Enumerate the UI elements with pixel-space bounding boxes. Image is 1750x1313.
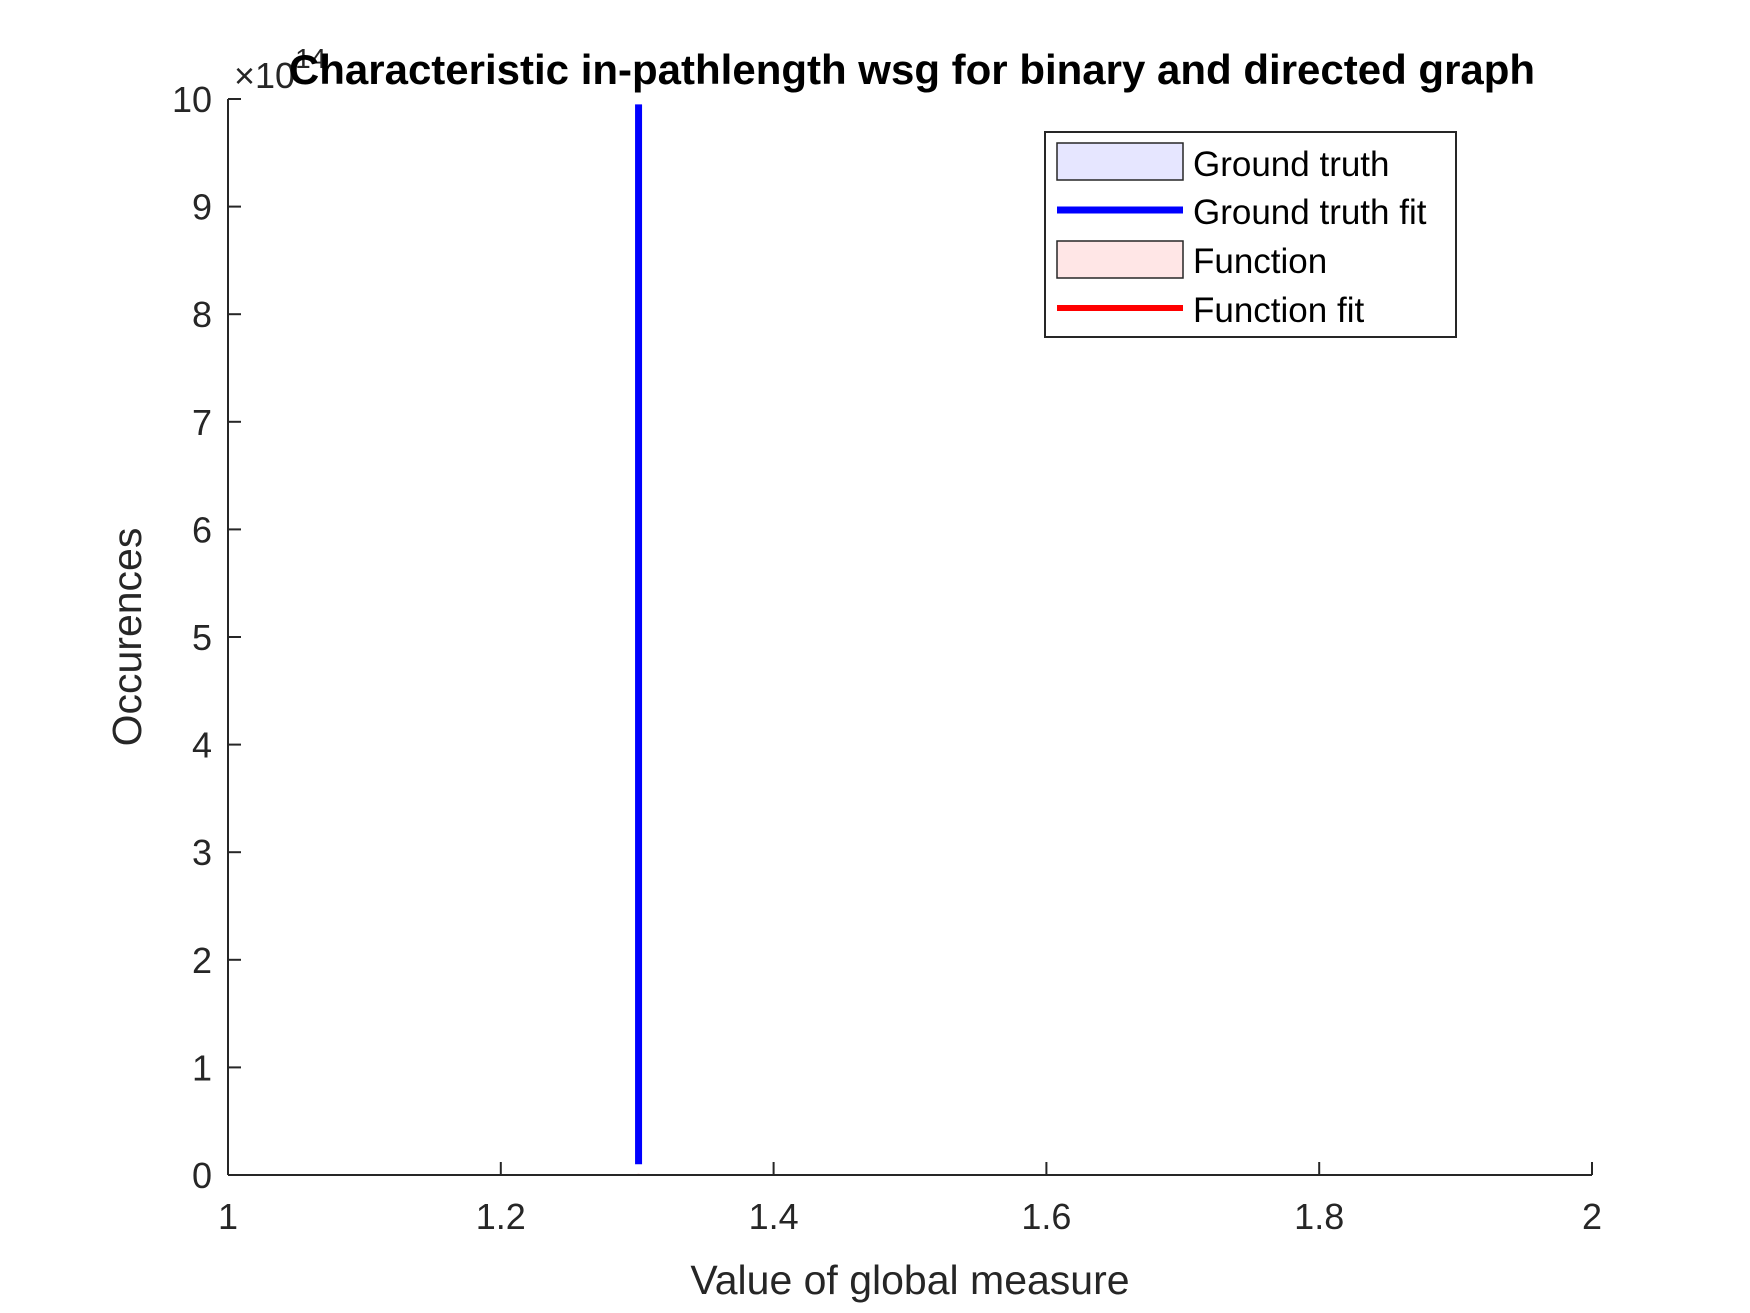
y-tick-label: 0 bbox=[192, 1155, 212, 1196]
legend: Ground truth Ground truth fit Function F… bbox=[1044, 131, 1457, 338]
y-tick-label: 7 bbox=[192, 402, 212, 443]
y-tick-label: 5 bbox=[192, 617, 212, 658]
legend-swatch-function bbox=[1056, 240, 1184, 279]
x-tick-label: 1.6 bbox=[1021, 1196, 1071, 1237]
legend-label-ground-truth: Ground truth bbox=[1193, 145, 1390, 184]
x-tick-label: 2 bbox=[1582, 1196, 1602, 1237]
y-tick-label: 3 bbox=[192, 832, 212, 873]
y-exponent-power: 14 bbox=[295, 43, 326, 74]
y-tick-label: 1 bbox=[192, 1047, 212, 1088]
y-axis-label: Occurences bbox=[104, 528, 150, 747]
x-tick-label: 1.2 bbox=[476, 1196, 526, 1237]
legend-label-function: Function bbox=[1193, 242, 1327, 281]
x-axis-label: Value of global measure bbox=[690, 1257, 1129, 1303]
y-exponent-label: ×1014 bbox=[234, 43, 326, 96]
y-tick-label: 10 bbox=[172, 79, 212, 120]
x-tick-label: 1.4 bbox=[749, 1196, 799, 1237]
legend-label-function-fit: Function fit bbox=[1193, 291, 1364, 330]
y-exponent-base: ×10 bbox=[234, 55, 295, 96]
y-tick-label: 2 bbox=[192, 940, 212, 981]
x-tick-label: 1.8 bbox=[1294, 1196, 1344, 1237]
x-ticks: 1 1.2 1.4 1.6 1.8 2 bbox=[218, 1162, 1602, 1237]
chart-title: Characteristic in-pathlength wsg for bin… bbox=[289, 46, 1535, 93]
y-tick-label: 4 bbox=[192, 725, 212, 766]
legend-label-ground-truth-fit: Ground truth fit bbox=[1193, 193, 1427, 232]
y-tick-label: 9 bbox=[192, 187, 212, 228]
y-ticks: 0 1 2 3 4 5 6 7 8 9 10 bbox=[172, 79, 241, 1196]
y-tick-label: 6 bbox=[192, 509, 212, 550]
y-tick-label: 8 bbox=[192, 294, 212, 335]
legend-swatch-ground-truth bbox=[1056, 142, 1184, 181]
x-tick-label: 1 bbox=[218, 1196, 238, 1237]
